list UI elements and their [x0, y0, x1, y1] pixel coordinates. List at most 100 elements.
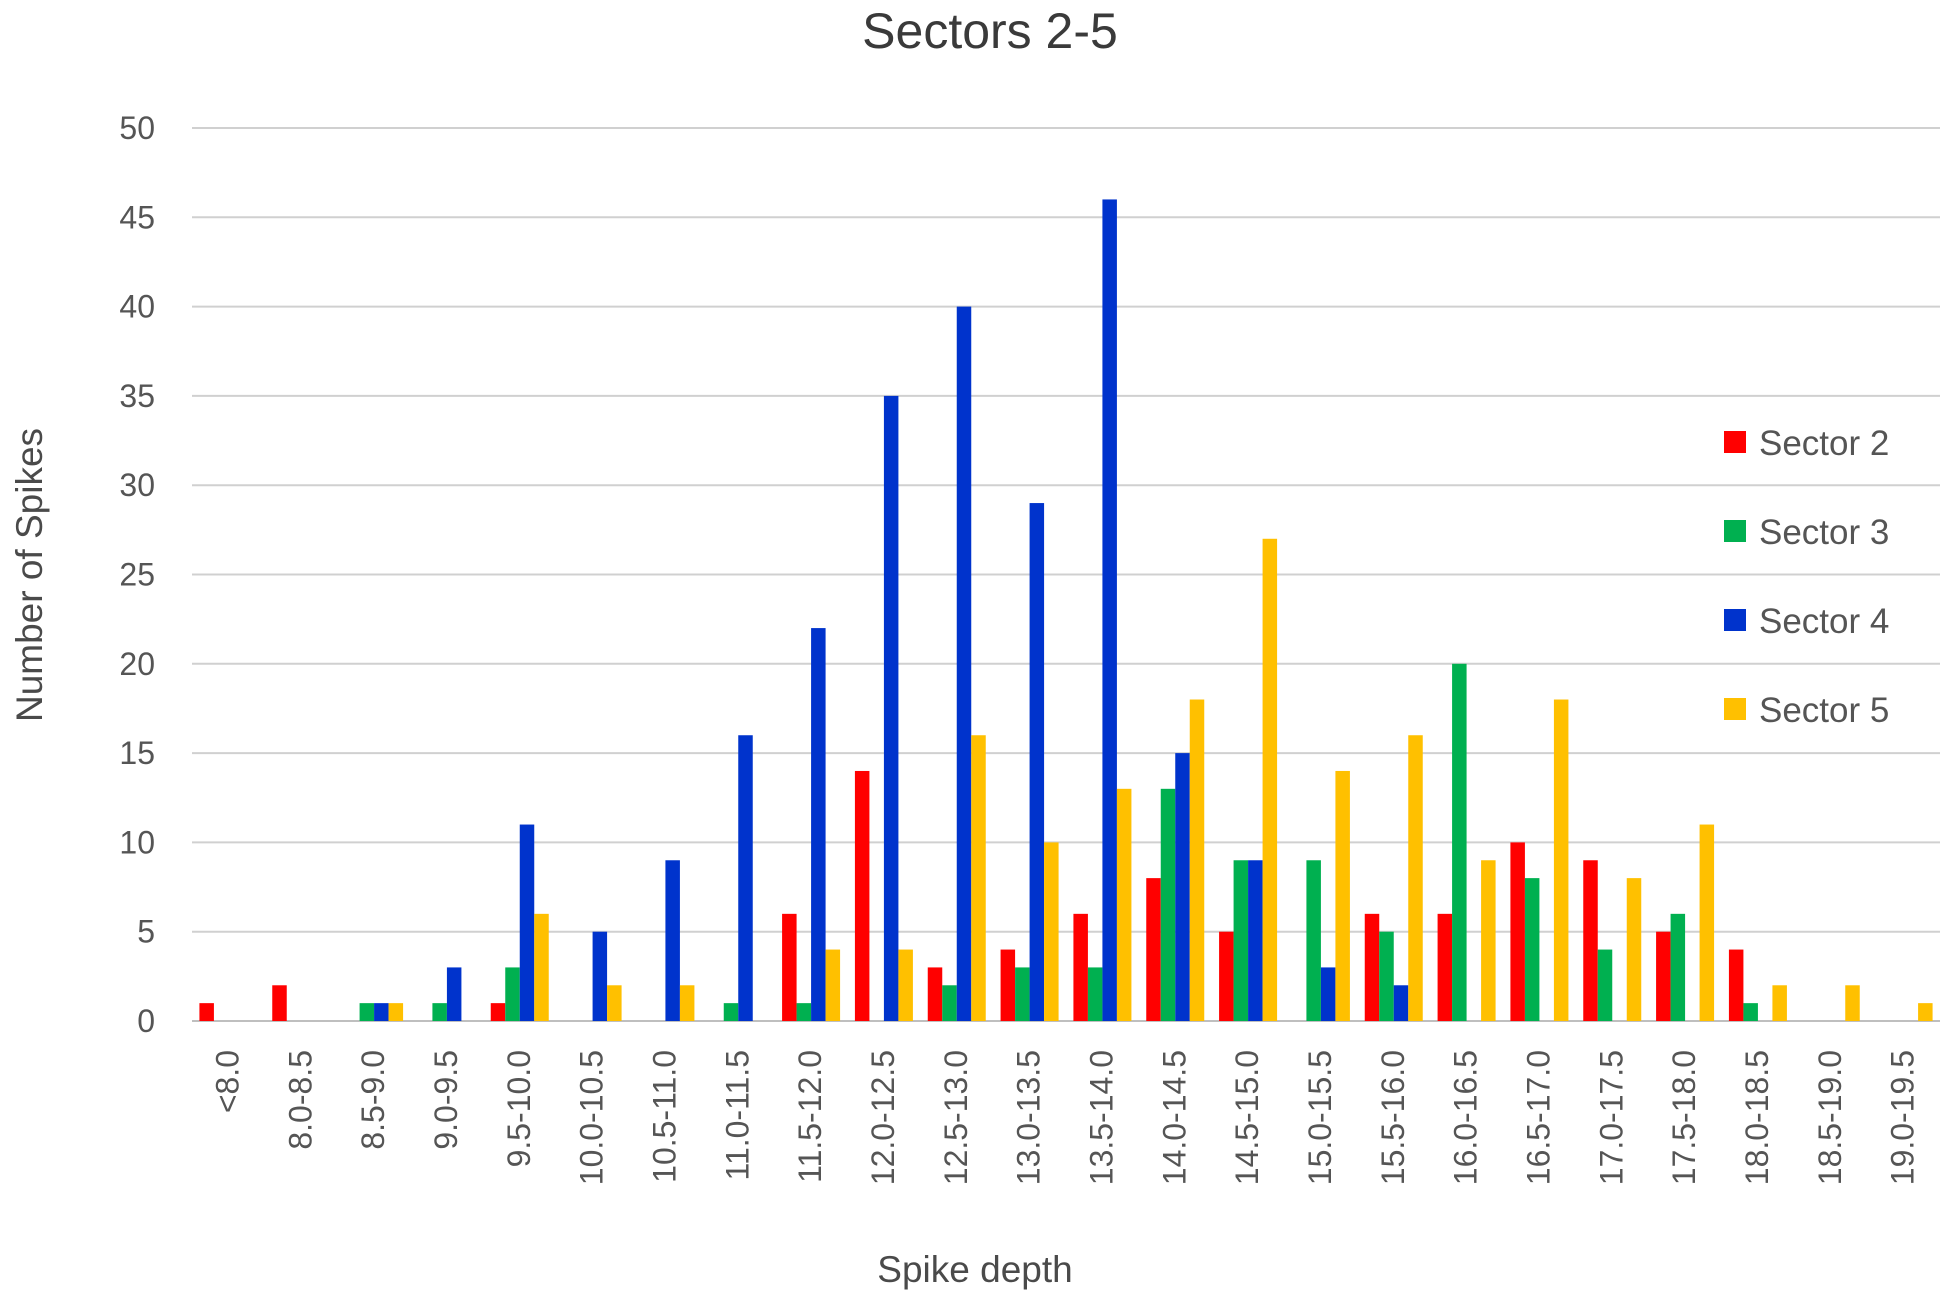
- bar: [1393, 985, 1409, 1021]
- bar: [388, 1003, 404, 1021]
- bar: [738, 735, 753, 1021]
- legend-label: Sector 3: [1759, 513, 1889, 552]
- bar: [811, 628, 826, 1021]
- x-tick-label: 19.0-19.5: [1885, 1050, 1921, 1185]
- bar: [1728, 949, 1744, 1021]
- bar: [1597, 949, 1613, 1021]
- bar: [1408, 735, 1423, 1021]
- bar: [1175, 753, 1190, 1021]
- bar: [854, 770, 870, 1021]
- x-tick-label: 8.0-8.5: [282, 1050, 318, 1150]
- bar: [1102, 199, 1117, 1021]
- bar: [1918, 1003, 1933, 1021]
- bar: [1583, 860, 1598, 1021]
- x-tick-label: 13.0-13.5: [1011, 1050, 1047, 1185]
- x-tick-label: 11.0-11.5: [719, 1050, 755, 1180]
- bar: [1015, 967, 1030, 1021]
- gridlines: [192, 127, 1940, 1022]
- bar: [1116, 788, 1132, 1021]
- bar: [927, 967, 943, 1021]
- bar: [1364, 913, 1380, 1021]
- bar: [374, 1003, 389, 1021]
- bar: [1437, 913, 1453, 1021]
- y-tick-label: 10: [119, 824, 155, 860]
- x-tick-label: 10.0-10.5: [574, 1050, 610, 1185]
- x-tick-label: 18.0-18.5: [1739, 1050, 1775, 1185]
- bar: [1699, 824, 1715, 1021]
- y-tick-label: 40: [119, 289, 155, 325]
- bar: [1379, 931, 1394, 1021]
- y-tick-label: 15: [119, 735, 155, 771]
- legend-swatch: [1724, 520, 1746, 542]
- y-tick-label: 35: [119, 378, 155, 414]
- x-tick-label: 16.5-17.0: [1520, 1050, 1556, 1185]
- x-tick-label: 8.5-9.0: [355, 1050, 391, 1150]
- x-tick-label: 9.5-10.0: [501, 1050, 537, 1167]
- bar: [1845, 985, 1860, 1021]
- bar: [1670, 913, 1686, 1021]
- x-tick-label: 14.5-15.0: [1229, 1050, 1265, 1185]
- bar: [1524, 878, 1540, 1021]
- y-tick-label: 30: [119, 467, 155, 503]
- bar: [1772, 985, 1787, 1021]
- x-tick-label: 11.5-12.0: [792, 1050, 828, 1183]
- legend-swatch: [1724, 698, 1746, 720]
- bar: [723, 1003, 739, 1021]
- bar: [505, 967, 520, 1021]
- bar: [782, 913, 797, 1021]
- chart-title: Sectors 2-5: [862, 3, 1118, 59]
- y-tick-label: 25: [119, 557, 155, 593]
- legend-label: Sector 2: [1759, 424, 1889, 463]
- bar: [534, 913, 549, 1021]
- x-axis-ticks: <8.0 8.0-8.5 8.5-9.0 9.0-9.5 9.5-10.0 10.0-10…: [209, 1050, 1920, 1185]
- bar: [825, 949, 841, 1021]
- x-tick-label: 12.5-13.0: [938, 1050, 974, 1185]
- bar: [1000, 949, 1016, 1021]
- bar: [956, 306, 972, 1022]
- x-tick-label: 16.0-16.5: [1448, 1050, 1484, 1185]
- series-sector-2: [199, 770, 1744, 1021]
- bar: [1743, 1003, 1758, 1021]
- x-tick-label: 15.0-15.5: [1302, 1050, 1338, 1185]
- legend-swatch: [1724, 609, 1746, 631]
- x-tick-label: <8.0: [209, 1050, 245, 1113]
- y-tick-label: 5: [137, 914, 155, 950]
- bar: [519, 824, 535, 1021]
- y-tick-label: 45: [119, 199, 155, 235]
- bar: [1073, 913, 1088, 1021]
- bar: [1262, 538, 1278, 1021]
- bar: [490, 1003, 506, 1021]
- bar: [607, 985, 622, 1021]
- x-tick-label: 9.0-9.5: [428, 1050, 464, 1150]
- bar: [446, 967, 462, 1021]
- legend: Sector 2 Sector 3 Sector 4 Sector 5: [1724, 424, 1889, 730]
- y-axis-title: Number of Spikes: [9, 428, 50, 722]
- y-axis-ticks: 0 5 10 15 20 25 30 35 40 45 50: [119, 110, 155, 1039]
- y-tick-label: 50: [119, 110, 155, 146]
- x-tick-label: 10.5-11.0: [646, 1050, 682, 1183]
- bar: [1626, 878, 1642, 1021]
- bars: [199, 199, 1933, 1022]
- bar: [942, 985, 957, 1021]
- x-tick-label: 17.0-17.5: [1593, 1050, 1629, 1185]
- legend-swatch: [1724, 431, 1746, 453]
- x-tick-label: 14.0-14.5: [1156, 1050, 1192, 1185]
- bar: [1452, 663, 1467, 1021]
- bar: [898, 949, 913, 1021]
- bar: [1481, 860, 1496, 1021]
- bar: [272, 985, 287, 1021]
- bar: [1306, 860, 1321, 1021]
- bar: [1233, 860, 1249, 1021]
- bar: [796, 1003, 812, 1021]
- series-sector-5: [388, 538, 1933, 1021]
- bar: [1553, 699, 1569, 1021]
- bar: [1087, 967, 1103, 1021]
- bar: [1335, 770, 1350, 1021]
- bar: [1146, 878, 1161, 1021]
- bar: [971, 735, 986, 1021]
- bar: [883, 395, 899, 1021]
- y-tick-label: 20: [119, 646, 155, 682]
- legend-label: Sector 4: [1759, 602, 1889, 641]
